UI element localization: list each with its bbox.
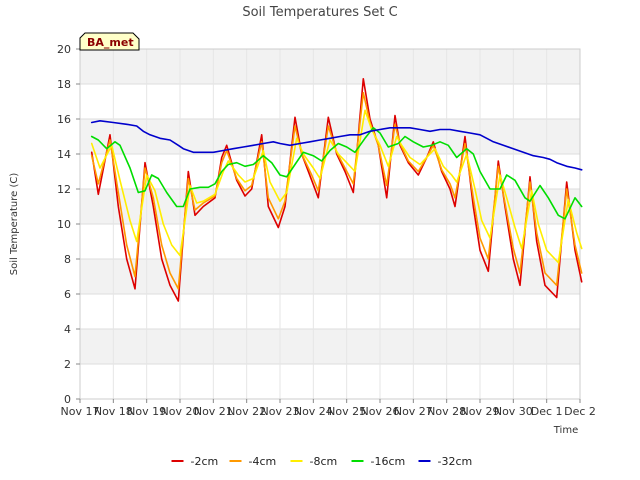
background-band bbox=[80, 329, 580, 364]
background-bands bbox=[80, 49, 580, 399]
station-badge: BA_met bbox=[79, 32, 140, 51]
series-line-minus-8cm bbox=[90, 109, 583, 264]
background-band bbox=[80, 364, 580, 399]
y-axis-ticks: 0 2 4 6 8 10 12 14 16 18 20 bbox=[57, 43, 80, 406]
y-tick-label: 16 bbox=[57, 113, 71, 126]
legend-label: -8cm bbox=[310, 455, 338, 468]
y-tick-label: 0 bbox=[64, 393, 71, 406]
x-tick-label: Nov 29 bbox=[461, 405, 500, 418]
x-tick-label: Nov 21 bbox=[194, 405, 233, 418]
series-line-minus-32cm bbox=[90, 120, 583, 171]
legend-label: -32cm bbox=[438, 455, 473, 468]
x-tick-label: Nov 26 bbox=[361, 405, 400, 418]
y-tick-label: 4 bbox=[64, 323, 71, 336]
background-band bbox=[80, 259, 580, 294]
series-lines bbox=[90, 78, 583, 302]
legend-item: -8cm bbox=[290, 455, 338, 468]
x-tick-label: Nov 20 bbox=[161, 405, 200, 418]
x-tick-label: Nov 23 bbox=[261, 405, 300, 418]
background-band bbox=[80, 84, 580, 119]
x-tick-label: Nov 28 bbox=[427, 405, 466, 418]
background-band bbox=[80, 49, 580, 84]
x-tick-label: Dec 1 bbox=[531, 405, 563, 418]
x-tick-label: Nov 24 bbox=[294, 405, 333, 418]
y-tick-label: 14 bbox=[57, 148, 71, 161]
legend-label: -4cm bbox=[249, 455, 277, 468]
legend-item: -4cm bbox=[229, 455, 277, 468]
y-tick-label: 10 bbox=[57, 218, 71, 231]
station-badge-box bbox=[79, 32, 140, 51]
y-tick-label: 6 bbox=[64, 288, 71, 301]
background-band bbox=[80, 294, 580, 329]
y-tick-label: 8 bbox=[64, 253, 71, 266]
legend-item: -2cm bbox=[171, 455, 219, 468]
legend-label: -16cm bbox=[371, 455, 406, 468]
legend-item: -16cm bbox=[351, 455, 406, 468]
background-band bbox=[80, 224, 580, 259]
chart-title: Soil Temperatures Set C bbox=[242, 5, 397, 20]
x-tick-label: Nov 18 bbox=[94, 405, 133, 418]
x-tick-label: Nov 25 bbox=[327, 405, 366, 418]
y-tick-label: 2 bbox=[64, 358, 71, 371]
x-tick-label: Nov 19 bbox=[127, 405, 166, 418]
x-tick-label: Dec 2 bbox=[564, 405, 596, 418]
background-band bbox=[80, 154, 580, 189]
x-tick-label: Nov 27 bbox=[394, 405, 433, 418]
y-tick-label: 12 bbox=[57, 183, 71, 196]
series-line-minus-4cm bbox=[90, 92, 583, 290]
legend: -2cm -4cm -8cm -16cm -32cm bbox=[171, 455, 473, 468]
station-badge-label: BA_met bbox=[87, 36, 134, 49]
y-axis-label: Soil Temperature (C) bbox=[9, 173, 20, 276]
x-axis-label: Time bbox=[553, 425, 578, 436]
x-tick-label: Nov 22 bbox=[227, 405, 266, 418]
y-tick-label: 18 bbox=[57, 78, 71, 91]
x-tick-label: Nov 17 bbox=[61, 405, 100, 418]
y-tick-label: 20 bbox=[57, 43, 71, 56]
legend-label: -2cm bbox=[191, 455, 219, 468]
legend-item: -32cm bbox=[418, 455, 473, 468]
series-line-minus-16cm bbox=[90, 127, 583, 220]
x-tick-label: Nov 30 bbox=[494, 405, 533, 418]
